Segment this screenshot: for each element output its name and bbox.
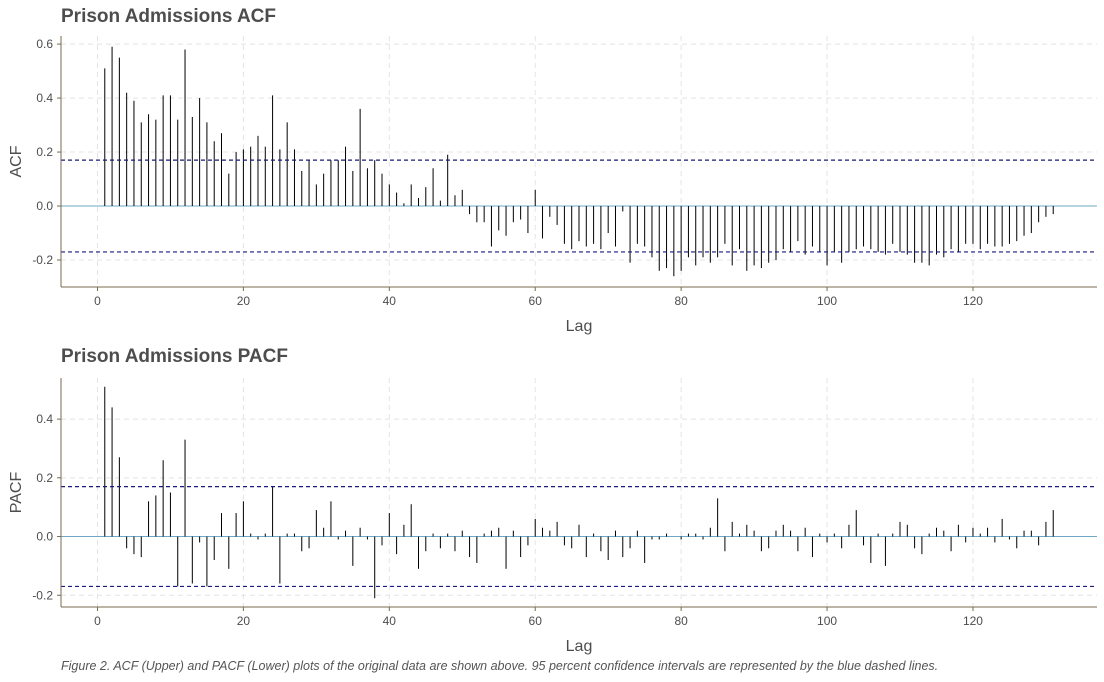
y-tick-label: 0.4 — [36, 91, 53, 105]
x-tick-label: 0 — [94, 614, 101, 628]
y-tick-label: -0.2 — [32, 588, 53, 602]
y-axis-title: PACF — [8, 472, 25, 514]
x-tick-label: 20 — [237, 294, 251, 308]
acf-chart: -0.2 0.0 0.2 0.4 0.6 0 20 40 60 80 100 120 Lag ACF — [8, 36, 1097, 335]
pacf-chart: -0.2 0.0 0.2 0.4 0 20 40 60 80 100 120 Lag PACF — [8, 378, 1097, 655]
x-tick-label: 60 — [529, 614, 543, 628]
x-tick-label: 80 — [674, 614, 688, 628]
x-axis-title: Lag — [566, 318, 593, 335]
x-tick-label: 60 — [529, 294, 543, 308]
x-tick-label: 120 — [963, 614, 983, 628]
pacf-title: Prison Admissions PACF — [61, 346, 288, 367]
x-axis-title: Lag — [566, 638, 593, 655]
y-tick-label: 0.6 — [36, 37, 53, 51]
y-tick-label: 0.0 — [36, 199, 53, 213]
y-axis-title: ACF — [8, 145, 25, 177]
x-tick-label: 40 — [383, 614, 397, 628]
figure-caption: Figure 2. ACF (Upper) and PACF (Lower) p… — [61, 659, 939, 673]
y-tick-label: -0.2 — [32, 253, 53, 267]
pacf-panel: Prison Admissions PACF -0.2 0.0 0.2 0.4 0 20 4… — [0, 340, 1104, 658]
x-tick-label: 100 — [817, 614, 837, 628]
x-tick-label: 100 — [817, 294, 837, 308]
x-tick-label: 120 — [963, 294, 983, 308]
y-tick-label: 0.0 — [36, 530, 53, 544]
y-tick-label: 0.2 — [36, 471, 53, 485]
y-tick-label: 0.2 — [36, 145, 53, 159]
x-tick-label: 0 — [94, 294, 101, 308]
x-tick-label: 20 — [237, 614, 251, 628]
acf-title: Prison Admissions ACF — [61, 6, 277, 27]
acf-panel: Prison Admissions ACF -0.2 0.0 0.2 0.4 0.6 0 2… — [0, 0, 1104, 340]
y-tick-label: 0.4 — [36, 412, 53, 426]
x-tick-label: 40 — [383, 294, 397, 308]
x-tick-label: 80 — [674, 294, 688, 308]
